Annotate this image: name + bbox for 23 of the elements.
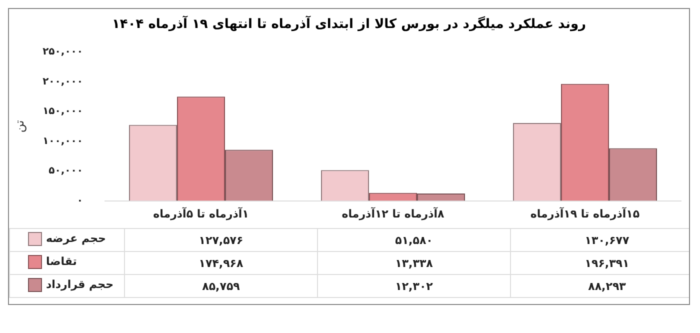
y-tick-label: ۵۰,۰۰۰: [48, 166, 83, 177]
data-label: ۱۷۴,۹۶۸: [124, 252, 318, 274]
data-label: ۱۳,۳۳۸: [318, 252, 510, 274]
legend-label: حجم عرضه: [46, 232, 106, 245]
y-tick-label: ۲۵۰,۰۰۰: [42, 46, 83, 58]
data-label: ۸۸,۲۹۳: [587, 278, 627, 294]
x-tick-label: ۱۵آذرماه تا ۱۹آذرماه: [530, 206, 640, 220]
legend-label: تقاضا: [46, 255, 77, 268]
y-axis-title: تن: [12, 120, 26, 133]
data-label: ۱۹۶,۳۹۱: [584, 256, 630, 272]
chart-title: روند عملکرد میلگرد در بورس کالا از ابتدای آذرماه تا انتهای ۱۹ آذرماه ۱۴۰۴: [110, 14, 588, 32]
data-label: ۱۲۷,۵۷۶: [124, 228, 318, 252]
data-label: ۸۵,۷۵۹: [124, 274, 318, 298]
y-tick-label: ۱۰۰,۰۰۰: [42, 136, 83, 147]
y-tick-label: ۱۵۰,۰۰۰: [42, 106, 83, 118]
x-tick-label: ۱آذرماه تا ۵آذرماه: [153, 206, 249, 220]
data-label: ۱۲,۳۰۲: [318, 274, 510, 298]
y-tick-label: ۲۰۰,۰۰۰: [42, 76, 83, 88]
data-label: ۱۳۰,۶۷۷: [584, 232, 630, 248]
x-tick-label: ۸آذرماه تا ۱۲آذرماه: [342, 206, 445, 220]
legend-label: حجم قرارداد: [46, 278, 114, 291]
data-label: ۵۱,۵۸۰: [318, 228, 510, 252]
y-tick-label: ۰: [76, 195, 83, 206]
